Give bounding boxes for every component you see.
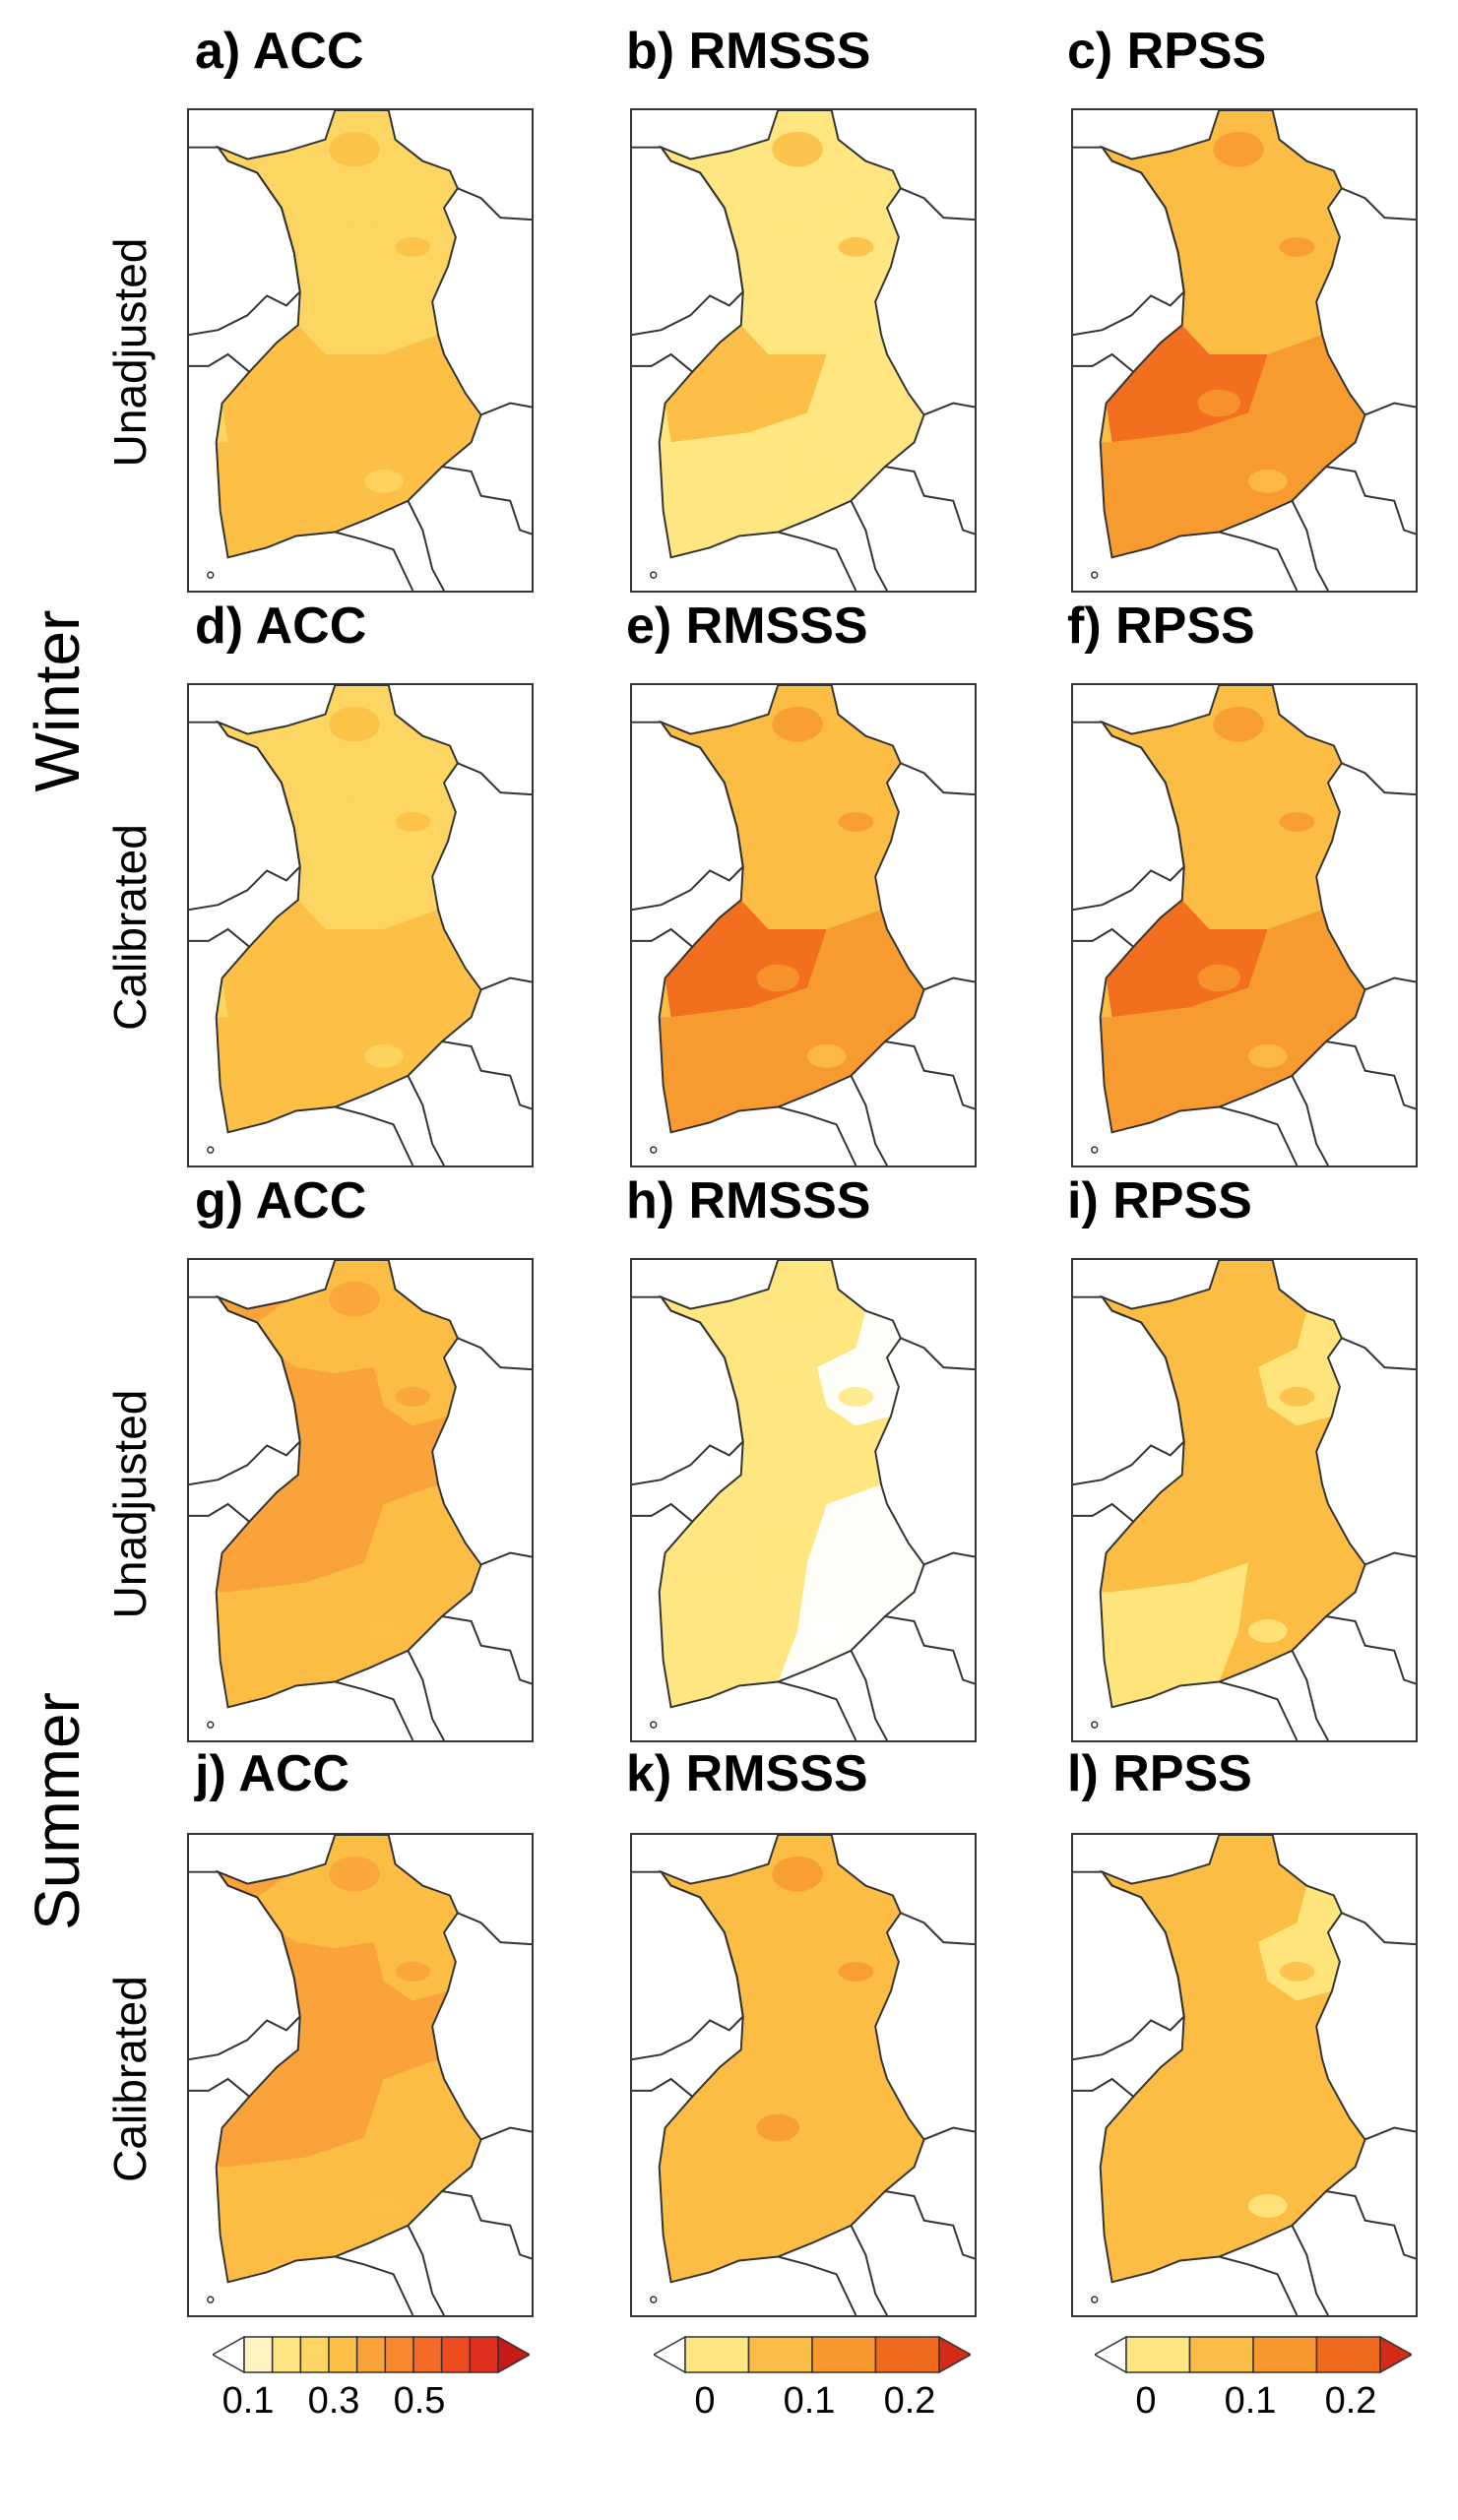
season-label-winter: Winter bbox=[22, 609, 93, 792]
colorbar-acc-tick: 0.3 bbox=[307, 2380, 360, 2422]
map-panel-e bbox=[630, 683, 977, 1167]
panel-title-e: e) RMSSS bbox=[626, 598, 868, 655]
panel-title-k: k) RMSSS bbox=[626, 1745, 868, 1802]
map-panel-i bbox=[1071, 1258, 1418, 1742]
row-label-summer-calibrated: Calibrated bbox=[104, 1976, 156, 2182]
row-label-winter-calibrated: Calibrated bbox=[104, 824, 156, 1031]
colorbar-acc-tick: 0.1 bbox=[222, 2380, 275, 2422]
panel-title-c: c) RPSS bbox=[1067, 23, 1267, 80]
panel-title-l: l) RPSS bbox=[1067, 1745, 1252, 1802]
panel-title-b: b) RMSSS bbox=[626, 23, 871, 80]
colorbar-acc bbox=[213, 2335, 530, 2374]
colorbar-rmsss-tick: 0.2 bbox=[883, 2380, 936, 2422]
map-panel-g bbox=[187, 1258, 534, 1742]
colorbar-rmsss bbox=[654, 2335, 971, 2374]
panel-title-d: d) ACC bbox=[195, 598, 367, 655]
map-panel-h bbox=[630, 1258, 977, 1742]
row-label-summer-unadjusted: Unadjusted bbox=[104, 1389, 156, 1619]
colorbar-rmsss-tick: 0.1 bbox=[783, 2380, 836, 2422]
map-panel-l bbox=[1071, 1833, 1418, 2317]
panel-title-f: f) RPSS bbox=[1067, 598, 1255, 655]
map-panel-c bbox=[1071, 108, 1418, 593]
panel-title-j: j) ACC bbox=[195, 1745, 349, 1802]
panel-title-h: h) RMSSS bbox=[626, 1172, 871, 1229]
panel-title-i: i) RPSS bbox=[1067, 1172, 1252, 1229]
map-panel-b bbox=[630, 108, 977, 593]
map-panel-k bbox=[630, 1833, 977, 2317]
colorbar-rpss-tick: 0.2 bbox=[1324, 2380, 1377, 2422]
colorbar-rpss-tick: 0.1 bbox=[1224, 2380, 1277, 2422]
panel-title-g: g) ACC bbox=[195, 1172, 367, 1229]
colorbar-rmsss-tick: 0 bbox=[694, 2380, 716, 2422]
row-label-winter-unadjusted: Unadjusted bbox=[104, 237, 156, 468]
panel-title-a: a) ACC bbox=[195, 23, 364, 80]
map-panel-a bbox=[187, 108, 534, 593]
map-panel-f bbox=[1071, 683, 1418, 1167]
map-panel-d bbox=[187, 683, 534, 1167]
colorbar-rpss-tick: 0 bbox=[1135, 2380, 1157, 2422]
colorbar-rpss bbox=[1095, 2335, 1412, 2374]
season-label-summer: Summer bbox=[22, 1692, 93, 1930]
map-panel-j bbox=[187, 1833, 534, 2317]
colorbar-acc-tick: 0.5 bbox=[393, 2380, 446, 2422]
